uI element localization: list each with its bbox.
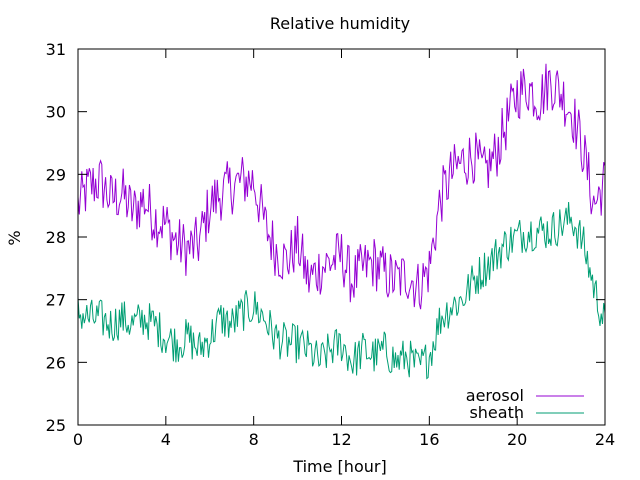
x-tick-label: 24: [595, 430, 615, 449]
plot-frame: [77, 48, 606, 426]
x-axis-label: Time [hour]: [292, 457, 386, 476]
x-tick-label: 8: [249, 430, 259, 449]
x-tick-label: 16: [419, 430, 439, 449]
y-tick-label: 29: [46, 165, 66, 184]
x-tick-label: 20: [507, 430, 527, 449]
legend-label-aerosol: aerosol: [466, 386, 524, 405]
y-axis-label: %: [5, 230, 24, 245]
y-tick-label: 27: [46, 291, 66, 310]
x-tick-label: 4: [161, 430, 171, 449]
series-line-sheath: [77, 201, 606, 380]
y-tick-label: 26: [46, 353, 66, 372]
legend-label-sheath: sheath: [469, 403, 524, 422]
series-layer: [77, 63, 606, 380]
x-tick-label: 0: [73, 430, 83, 449]
y-tick-label: 31: [46, 40, 66, 59]
series-line-aerosol: [77, 63, 606, 310]
chart-title: Relative humidity: [270, 14, 410, 33]
y-tick-label: 25: [46, 416, 66, 435]
tick-layer: 0 4 8 12 16 20 24 25 26 27 28 29 30 31: [46, 40, 616, 449]
y-tick-label: 28: [46, 228, 66, 247]
legend: aerosol sheath: [466, 386, 584, 422]
x-tick-label: 12: [331, 430, 351, 449]
y-tick-label: 30: [46, 103, 66, 122]
